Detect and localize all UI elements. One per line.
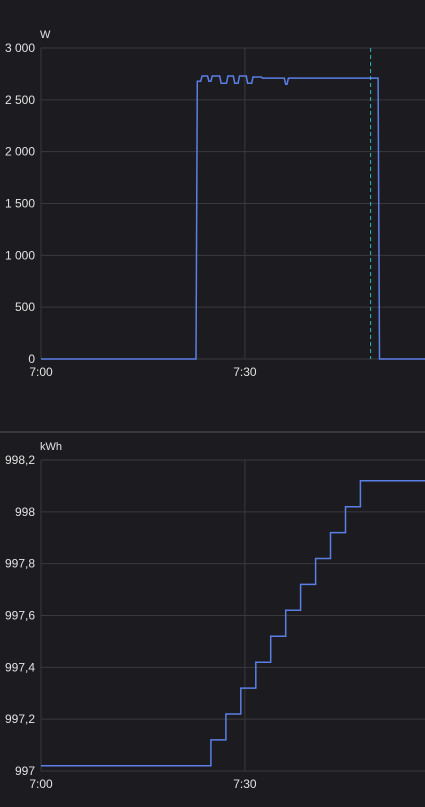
y-tick-label: 997 — [15, 764, 35, 778]
x-tick-label: 7:00 — [29, 365, 53, 379]
energy-chart-panel[interactable]: 997 997,2 997,4 997,6 997,8 998 998,2 7:00 7:30 k… — [0, 433, 425, 807]
y-tick-label: 2 500 — [5, 93, 35, 107]
x-tick-label: 7:00 — [29, 777, 53, 791]
series-line[interactable] — [41, 75, 425, 360]
energy-chart[interactable]: 997 997,2 997,4 997,6 997,8 998 998,2 7:00 7:30 k… — [0, 433, 425, 807]
y-tick-label: 998 — [15, 505, 35, 519]
y-tick-label: 3 000 — [5, 41, 35, 55]
y-tick-label: 997,2 — [5, 712, 35, 726]
x-tick-label: 7:30 — [233, 777, 257, 791]
y-tick-label: 997,6 — [5, 609, 35, 623]
panel-divider — [0, 431, 425, 433]
series-line[interactable] — [41, 479, 425, 767]
x-tick-label: 7:30 — [233, 365, 257, 379]
y-tick-label: 998,2 — [5, 453, 35, 467]
y-tick-label: 997,4 — [5, 660, 35, 674]
y-tick-label: 500 — [15, 300, 35, 314]
power-chart[interactable]: 0 500 1 000 1 500 2 000 2 500 3 000 7:00 7:30 W — [0, 0, 425, 430]
y-axis-unit-label: W — [40, 29, 51, 41]
y-axis-unit-label: kWh — [40, 441, 62, 453]
y-tick-label: 0 — [28, 352, 35, 366]
y-tick-label: 1 000 — [5, 248, 35, 262]
y-tick-label: 997,8 — [5, 557, 35, 571]
y-tick-label: 1 500 — [5, 197, 35, 211]
power-chart-panel[interactable]: 0 500 1 000 1 500 2 000 2 500 3 000 7:00 7:30 W — [0, 0, 425, 430]
y-tick-label: 2 000 — [5, 145, 35, 159]
